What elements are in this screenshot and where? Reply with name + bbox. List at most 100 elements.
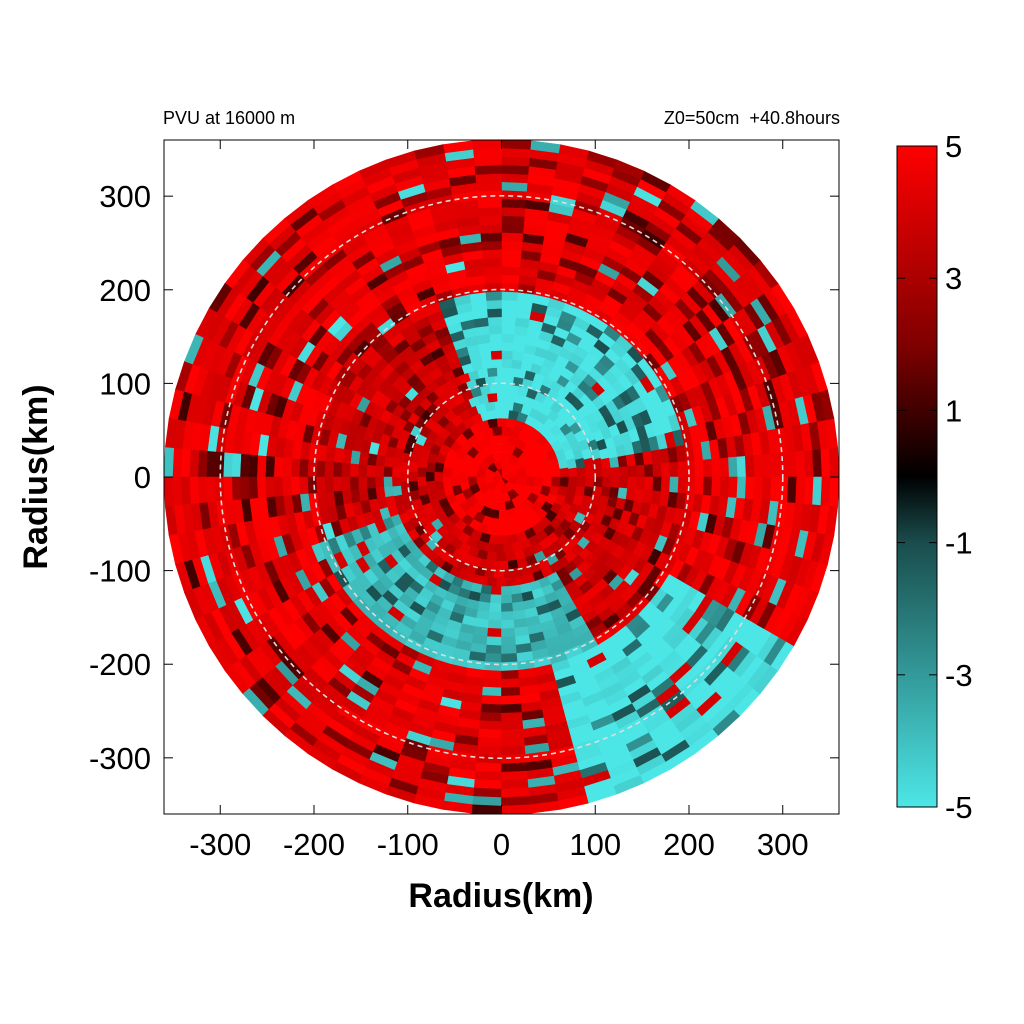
reference-circle-200 <box>313 288 690 666</box>
heat-cell <box>477 206 502 217</box>
heat-cell <box>475 762 502 773</box>
heat-cell <box>635 476 646 490</box>
heat-cell <box>501 669 520 680</box>
heat-cell <box>332 461 343 478</box>
heat-cell <box>490 350 502 360</box>
reference-circle-100 <box>406 382 597 572</box>
heat-cell <box>501 307 517 318</box>
heat-cell <box>239 453 250 478</box>
heat-cell <box>490 585 502 596</box>
heat-cell <box>273 476 284 498</box>
heat-cell <box>471 140 502 150</box>
heat-cell <box>248 476 259 500</box>
heat-cell <box>164 447 175 478</box>
heat-cell <box>481 248 502 259</box>
heat-cell <box>501 257 521 268</box>
heat-cell <box>479 720 502 731</box>
heat-cell <box>719 476 730 498</box>
colorbar-tick-label: 3 <box>945 261 962 296</box>
heat-cell <box>391 457 403 469</box>
heat-cell <box>197 476 208 504</box>
heat-cell <box>180 448 191 478</box>
heat-cell <box>374 465 385 478</box>
heat-cell <box>501 206 526 217</box>
heat-cell <box>481 695 502 706</box>
heat-cell <box>323 476 334 493</box>
heat-cell <box>501 737 526 748</box>
heat-cell <box>501 754 527 765</box>
heat-cell <box>786 476 798 504</box>
heat-cell <box>290 458 301 478</box>
heat-cell <box>812 448 823 478</box>
heat-cell <box>474 770 502 782</box>
heat-cell <box>770 452 781 478</box>
heat-cell <box>828 476 839 507</box>
heat-cell <box>489 341 502 352</box>
heat-cell <box>501 189 527 200</box>
x-tick-label: 300 <box>757 827 809 862</box>
heat-cell <box>349 476 359 491</box>
heat-cell <box>479 223 502 234</box>
heat-cell <box>501 333 515 343</box>
heat-cell <box>472 147 502 158</box>
heat-cell <box>340 462 351 478</box>
x-tick-label: 200 <box>663 827 715 862</box>
heat-cell <box>828 447 839 478</box>
heat-cell <box>618 465 629 478</box>
heat-cell <box>501 274 520 285</box>
heat-cell <box>408 461 419 473</box>
heat-cell <box>795 450 806 478</box>
reference-circles <box>219 194 784 760</box>
heat-cell <box>482 257 502 268</box>
heat-cell <box>496 552 507 562</box>
heat-cell <box>501 770 529 782</box>
heat-cell <box>501 636 517 647</box>
heat-cell <box>239 476 250 501</box>
heat-cell <box>479 712 502 723</box>
colorbar: 5 3 1 -1 -3 -5 <box>896 129 973 825</box>
colorbar-gradient <box>896 145 938 808</box>
heat-cell <box>485 299 502 310</box>
heat-cell <box>307 476 317 495</box>
heat-cell <box>803 449 815 478</box>
heat-cell <box>281 457 292 478</box>
reference-circle-300 <box>219 194 784 760</box>
heat-cell <box>222 476 233 502</box>
heat-cell <box>803 476 815 505</box>
heat-cell <box>493 400 505 411</box>
heat-cell <box>281 476 292 497</box>
heat-cell <box>501 291 519 301</box>
heat-cell <box>496 443 507 453</box>
heat-cell <box>501 703 523 714</box>
heat-cell <box>501 265 521 276</box>
colorbar-tick-label: -1 <box>945 526 973 561</box>
heat-cell <box>473 156 502 167</box>
heat-cell <box>501 350 513 360</box>
heat-cell <box>425 471 435 483</box>
heat-cell <box>627 464 637 478</box>
heat-cell <box>744 454 755 478</box>
heat-cell <box>486 367 498 378</box>
heat-cell <box>408 481 419 493</box>
heat-cell <box>610 466 620 478</box>
heat-cell <box>501 140 532 150</box>
heat-cell <box>635 464 646 478</box>
heat-cell <box>433 461 445 474</box>
heat-cell <box>736 455 747 478</box>
heat-cell <box>669 461 680 478</box>
heat-cell <box>315 476 326 494</box>
heat-cell <box>501 341 514 352</box>
heat-cell <box>498 560 510 571</box>
heat-cell <box>480 240 502 251</box>
y-tick-label: 100 <box>99 366 151 401</box>
heat-cell <box>383 476 393 488</box>
heat-cell <box>694 459 705 478</box>
heat-cell <box>482 686 502 697</box>
heat-cell <box>264 476 275 498</box>
heat-cell <box>711 476 722 497</box>
heat-cell <box>484 291 502 301</box>
heat-cell <box>501 248 522 259</box>
heat-cell <box>501 728 525 739</box>
x-tick-label: 100 <box>569 827 621 862</box>
heat-cell <box>576 466 587 478</box>
